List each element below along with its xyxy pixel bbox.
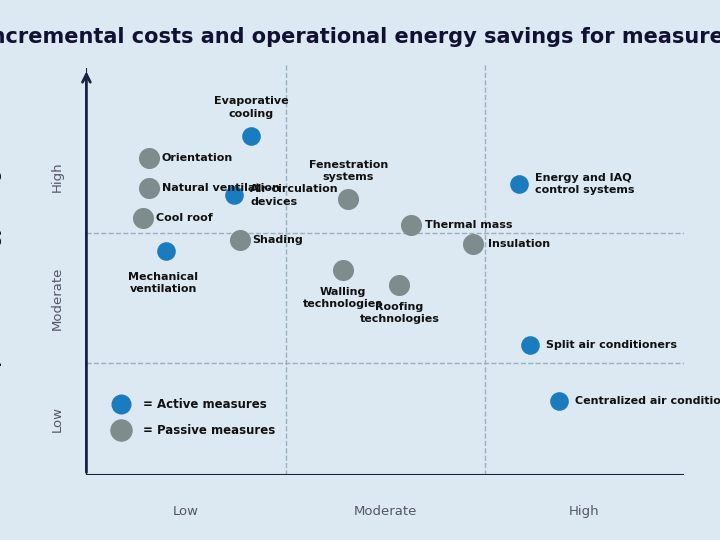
Text: Moderate: Moderate — [354, 505, 417, 518]
Text: Natural ventilation: Natural ventilation — [161, 183, 279, 193]
Point — [234, 236, 246, 245]
Text: Air-circulation
devices: Air-circulation devices — [251, 184, 339, 207]
Text: Energy and IAQ
control systems: Energy and IAQ control systems — [535, 173, 634, 195]
Point — [143, 154, 155, 163]
Text: High: High — [569, 505, 600, 518]
Text: High: High — [50, 161, 63, 192]
Point — [143, 184, 155, 192]
Point — [553, 396, 564, 405]
Point — [337, 266, 348, 274]
Text: = Active measures: = Active measures — [143, 398, 267, 411]
Point — [468, 240, 480, 248]
Point — [138, 213, 149, 222]
Point — [513, 180, 525, 188]
Text: Evaporative
cooling: Evaporative cooling — [214, 97, 289, 119]
Text: Shading: Shading — [253, 235, 303, 245]
Text: = Passive measures: = Passive measures — [143, 424, 276, 437]
Text: Insulation: Insulation — [487, 239, 550, 249]
Text: Walling
technologies: Walling technologies — [302, 287, 382, 309]
Text: Moderate: Moderate — [50, 266, 63, 329]
Text: Incremental costs and operational energy savings for measures: Incremental costs and operational energy… — [0, 27, 720, 47]
Point — [525, 340, 536, 349]
Text: Mechanical
ventilation: Mechanical ventilation — [128, 272, 198, 294]
Text: Thermal mass: Thermal mass — [425, 220, 513, 230]
Point — [343, 195, 354, 204]
Text: Roofing
technologies: Roofing technologies — [359, 302, 439, 324]
Point — [161, 247, 172, 255]
Point — [114, 400, 126, 409]
Point — [229, 191, 240, 200]
Text: Low: Low — [50, 406, 63, 432]
Text: Low: Low — [173, 505, 199, 518]
Text: Cool roof: Cool roof — [156, 213, 212, 223]
Text: Operational energy savings: Operational energy savings — [0, 162, 2, 378]
Text: Orientation: Orientation — [161, 153, 233, 163]
Point — [114, 426, 126, 435]
Point — [246, 131, 257, 140]
Text: Split air conditioners: Split air conditioners — [546, 340, 678, 349]
Text: Fenestration
systems: Fenestration systems — [309, 160, 388, 183]
Point — [394, 281, 405, 289]
Point — [405, 221, 417, 230]
Text: Centralized air conditioners: Centralized air conditioners — [575, 396, 720, 406]
